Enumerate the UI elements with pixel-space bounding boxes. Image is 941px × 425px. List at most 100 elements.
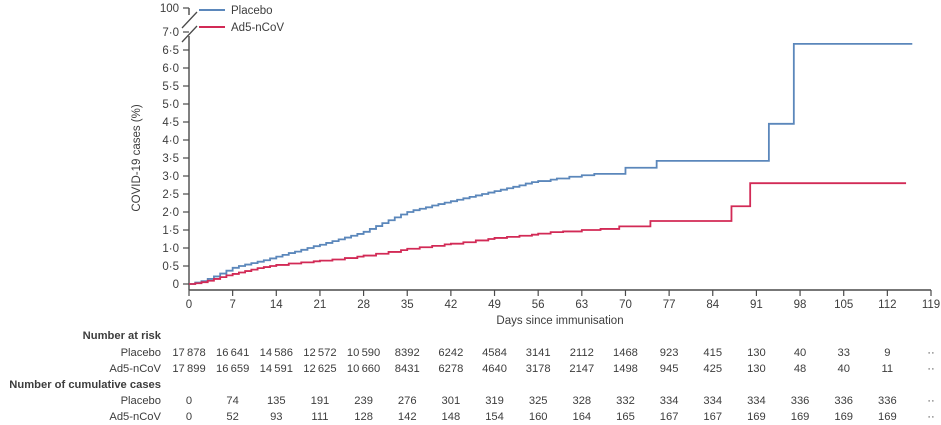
risk-cell: 336 [878, 395, 897, 407]
y-tick-label: 3·0 [162, 171, 179, 183]
risk-cell: 17 878 [172, 347, 205, 359]
risk-cell: 191 [311, 395, 330, 407]
risk-cell: 130 [747, 347, 766, 359]
risk-row-label: Ad5-nCoV [109, 363, 161, 375]
risk-cell: 336 [791, 395, 810, 407]
risk-cell: 334 [660, 395, 679, 407]
x-tick-label: 119 [922, 299, 940, 311]
risk-table-section-title: Number at risk [83, 330, 162, 342]
x-tick-label: 42 [444, 299, 457, 311]
y-tick-label: 0 [173, 279, 179, 291]
risk-cell: 945 [660, 363, 679, 375]
risk-cell: 165 [616, 411, 635, 423]
risk-cell: 16 659 [216, 363, 249, 375]
risk-cell: 334 [703, 395, 722, 407]
risk-cell: 301 [442, 395, 461, 407]
y-tick-label: 6·5 [162, 45, 179, 57]
risk-cell: 332 [616, 395, 635, 407]
risk-cell: 14 586 [260, 347, 293, 359]
risk-cell: 6278 [438, 363, 463, 375]
risk-cell: ·· [927, 411, 934, 423]
risk-cell: 9 [884, 347, 890, 359]
risk-cell: ·· [927, 363, 934, 375]
risk-cell: 4584 [482, 347, 507, 359]
risk-cell: 48 [794, 363, 806, 375]
axis-break-slash-icon [181, 11, 198, 29]
risk-cell: 169 [747, 411, 766, 423]
x-tick-label: 28 [357, 299, 370, 311]
risk-cell: 923 [660, 347, 679, 359]
risk-cell: 130 [747, 363, 766, 375]
x-tick-label: 70 [619, 299, 632, 311]
y-tick-label: 3·5 [162, 153, 179, 165]
x-tick-label: 21 [314, 299, 327, 311]
risk-cell: 12 572 [303, 347, 336, 359]
y-axis-title: COVID-19 cases (%) [131, 104, 143, 212]
y-tick-label: 4·0 [162, 135, 179, 147]
risk-cell: 164 [572, 411, 591, 423]
risk-cell: 169 [878, 411, 897, 423]
risk-cell: 148 [442, 411, 461, 423]
x-tick-label: 84 [706, 299, 719, 311]
risk-cell: 276 [398, 395, 417, 407]
x-tick-label: 112 [878, 299, 896, 311]
risk-cell: 425 [703, 363, 722, 375]
risk-cell: ·· [927, 395, 934, 407]
x-axis-title: Days since immunisation [496, 315, 623, 327]
y-tick-label: 7·0 [162, 27, 179, 39]
x-tick-label: 91 [750, 299, 763, 311]
risk-cell: 319 [485, 395, 504, 407]
x-tick-label: 98 [794, 299, 807, 311]
x-tick-label: 63 [575, 299, 588, 311]
x-tick-label: 7 [229, 299, 235, 311]
risk-cell: 40 [837, 363, 849, 375]
risk-cell: 12 625 [303, 363, 336, 375]
risk-cell: 3178 [526, 363, 551, 375]
y-tick-label: 5·5 [162, 81, 179, 93]
risk-cell: ·· [927, 347, 934, 359]
risk-cell: 167 [703, 411, 722, 423]
risk-cell: 11 [882, 363, 894, 375]
risk-cell: 167 [660, 411, 679, 423]
risk-cell: 52 [226, 411, 238, 423]
risk-cell: 8431 [395, 363, 420, 375]
risk-cell: 142 [398, 411, 417, 423]
risk-cell: 111 [311, 411, 328, 423]
x-tick-label: 105 [834, 299, 853, 311]
risk-cell: 336 [834, 395, 853, 407]
y-tick-label: 1·5 [162, 225, 179, 237]
axis-break-slash-icon [181, 25, 198, 43]
risk-cell: 325 [529, 395, 548, 407]
x-tick-label: 14 [270, 299, 283, 311]
risk-cell: 1498 [613, 363, 638, 375]
risk-cell: 6242 [438, 347, 463, 359]
risk-cell: 154 [485, 411, 504, 423]
risk-cell: 0 [186, 395, 192, 407]
risk-cell: 169 [791, 411, 810, 423]
y-tick-label: 2·0 [162, 207, 179, 219]
x-tick-label: 0 [186, 299, 192, 311]
risk-table-section-title: Number of cumulative cases [9, 379, 161, 391]
risk-cell: 328 [572, 395, 591, 407]
risk-cell: 16 641 [216, 347, 249, 359]
y-tick-label: 6·0 [162, 63, 179, 75]
risk-cell: 169 [834, 411, 853, 423]
risk-cell: 135 [267, 395, 286, 407]
risk-cell: 8392 [395, 347, 420, 359]
x-tick-label: 49 [488, 299, 501, 311]
y-tick-label: 2·5 [162, 189, 179, 201]
risk-cell: 14 591 [260, 363, 293, 375]
risk-cell: 160 [529, 411, 548, 423]
risk-row-label: Placebo [121, 347, 161, 359]
risk-cell: 4640 [482, 363, 507, 375]
risk-cell: 334 [747, 395, 766, 407]
risk-cell: 2147 [569, 363, 594, 375]
risk-cell: 74 [226, 395, 238, 407]
y-tick-label: 4·5 [162, 117, 179, 129]
risk-cell: 10 590 [347, 347, 380, 359]
risk-cell: 239 [354, 395, 373, 407]
risk-cell: 17 899 [172, 363, 205, 375]
x-tick-label: 77 [663, 299, 676, 311]
y-tick-label: 0·5 [162, 261, 179, 273]
risk-cell: 10 660 [347, 363, 380, 375]
